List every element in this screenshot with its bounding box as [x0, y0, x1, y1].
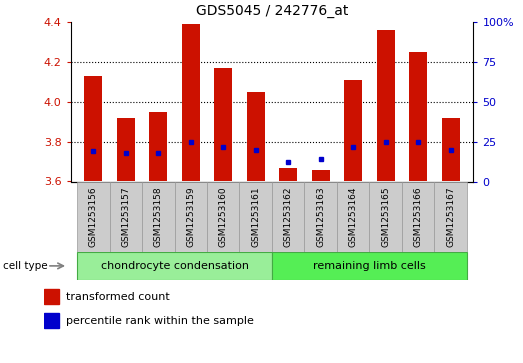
Title: GDS5045 / 242776_at: GDS5045 / 242776_at	[196, 4, 348, 18]
Text: GSM1253167: GSM1253167	[446, 187, 455, 247]
Bar	[84, 76, 103, 182]
FancyBboxPatch shape	[110, 182, 142, 252]
FancyBboxPatch shape	[402, 182, 434, 252]
FancyBboxPatch shape	[337, 182, 369, 252]
Text: GSM1253156: GSM1253156	[89, 187, 98, 247]
Bar	[344, 79, 362, 182]
Text: GSM1253164: GSM1253164	[349, 187, 358, 247]
Bar	[247, 91, 265, 182]
Bar	[44, 289, 59, 304]
Bar	[150, 111, 167, 182]
Text: GSM1253160: GSM1253160	[219, 187, 228, 247]
Text: transformed count: transformed count	[66, 292, 170, 302]
Bar	[214, 68, 232, 182]
Bar	[279, 167, 297, 182]
Text: chondrocyte condensation: chondrocyte condensation	[100, 261, 248, 271]
FancyBboxPatch shape	[272, 252, 467, 280]
Text: GSM1253159: GSM1253159	[186, 187, 195, 247]
Text: GSM1253166: GSM1253166	[414, 187, 423, 247]
Bar	[182, 24, 200, 182]
FancyBboxPatch shape	[304, 182, 337, 252]
Text: cell type: cell type	[3, 261, 47, 271]
Text: GSM1253165: GSM1253165	[381, 187, 390, 247]
Bar	[44, 313, 59, 328]
Text: GSM1253161: GSM1253161	[251, 187, 260, 247]
FancyBboxPatch shape	[369, 182, 402, 252]
FancyBboxPatch shape	[240, 182, 272, 252]
FancyBboxPatch shape	[434, 182, 467, 252]
Bar	[312, 170, 329, 182]
Text: GSM1253157: GSM1253157	[121, 187, 130, 247]
Text: GSM1253158: GSM1253158	[154, 187, 163, 247]
Bar	[409, 52, 427, 182]
Bar	[377, 30, 394, 181]
Text: percentile rank within the sample: percentile rank within the sample	[66, 316, 254, 326]
Text: remaining limb cells: remaining limb cells	[313, 261, 426, 271]
FancyBboxPatch shape	[272, 182, 304, 252]
FancyBboxPatch shape	[175, 182, 207, 252]
Text: GSM1253162: GSM1253162	[283, 187, 293, 247]
Bar	[117, 118, 135, 182]
FancyBboxPatch shape	[77, 182, 110, 252]
Bar	[441, 118, 460, 182]
FancyBboxPatch shape	[207, 182, 240, 252]
FancyBboxPatch shape	[142, 182, 175, 252]
Text: GSM1253163: GSM1253163	[316, 187, 325, 247]
FancyBboxPatch shape	[77, 252, 272, 280]
